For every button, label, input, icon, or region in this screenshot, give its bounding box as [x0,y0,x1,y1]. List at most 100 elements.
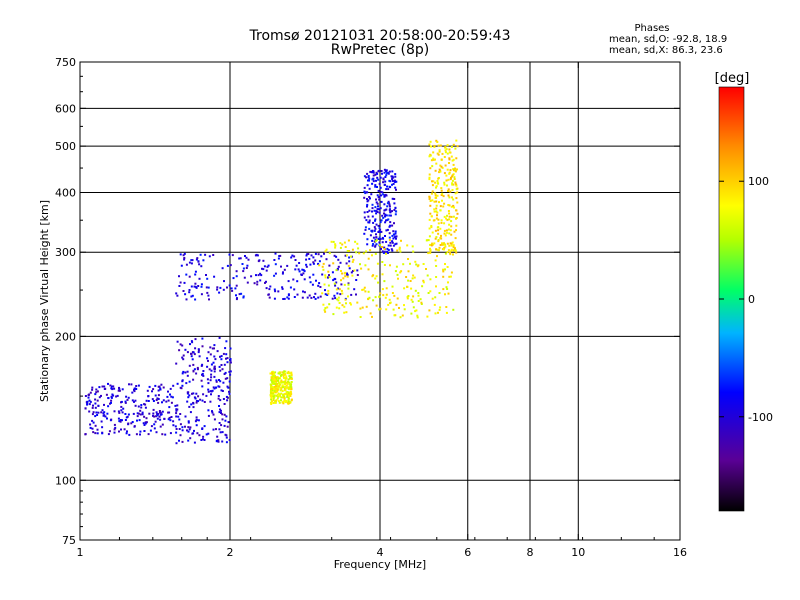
data-point [356,274,359,276]
data-point [451,241,454,244]
data-point [210,363,213,366]
data-point [282,372,285,375]
data-point [429,140,432,143]
data-point [280,392,283,395]
data-point [257,274,260,277]
data-point [88,393,91,396]
data-point [449,229,452,232]
data-point [96,414,99,416]
data-point [385,172,388,175]
data-point [334,246,337,249]
data-point [175,362,178,365]
data-point [281,272,284,275]
data-point [325,258,328,261]
data-point [432,180,435,183]
data-point [186,400,189,403]
data-point [284,377,287,380]
data-point [368,196,371,198]
data-point [112,394,115,397]
data-point [148,385,151,388]
data-point [441,248,444,251]
data-point [221,390,224,392]
data-point [298,262,301,264]
data-point [447,292,450,295]
data-point [277,400,280,403]
data-point [426,274,429,277]
data-point [380,200,383,203]
data-point [225,415,228,418]
data-point [140,404,143,406]
data-point [272,382,274,385]
data-point [438,168,441,171]
data-point [104,415,107,418]
data-point [284,373,287,376]
data-point [375,243,378,246]
data-point [94,415,97,418]
data-point [110,401,112,404]
data-point [428,173,431,176]
data-point [181,440,184,443]
data-point [273,297,276,300]
data-point [379,228,382,231]
data-point [311,283,314,286]
data-point [103,414,106,417]
grid-lines [80,62,680,540]
data-point [127,396,130,399]
data-point [442,275,445,278]
data-point [286,372,289,375]
data-point [272,399,275,402]
data-point [338,288,341,291]
data-point [235,284,238,287]
data-point [431,190,434,193]
data-point [182,354,185,357]
data-point [427,252,430,255]
data-point [205,394,208,397]
data-point [449,169,452,172]
data-point [274,401,277,404]
data-point [198,355,201,358]
data-point [126,430,128,433]
data-point [381,214,384,217]
data-point [337,258,340,261]
data-point [430,225,433,227]
data-point [346,272,348,275]
data-point [281,371,284,374]
data-point [238,293,241,296]
data-point [297,268,300,271]
data-point [273,386,276,388]
data-point [377,178,380,181]
data-point [265,269,268,272]
data-point [312,273,315,276]
data-point [364,228,367,231]
data-point [219,286,222,289]
data-point [433,210,436,213]
data-point [200,283,203,286]
data-point [253,282,256,285]
data-point [428,235,431,238]
data-point [269,401,272,404]
data-point [153,427,156,430]
data-point [452,246,455,249]
data-point [378,241,381,244]
data-point [436,214,438,217]
data-point [289,383,292,386]
data-point [270,391,273,394]
data-point [166,395,169,398]
y-tick-label: 75 [62,534,76,547]
data-point [450,225,453,228]
data-point [183,258,186,261]
data-point [274,371,277,374]
data-point [195,401,198,404]
data-point [442,270,445,273]
y-tick-label: 600 [55,102,76,115]
data-point [213,375,216,378]
data-point [379,221,382,224]
data-point [391,292,394,294]
data-point [110,387,113,390]
data-point [444,234,447,237]
data-point [168,411,171,414]
data-point [198,263,201,266]
data-point [449,242,452,245]
data-point [209,379,212,382]
